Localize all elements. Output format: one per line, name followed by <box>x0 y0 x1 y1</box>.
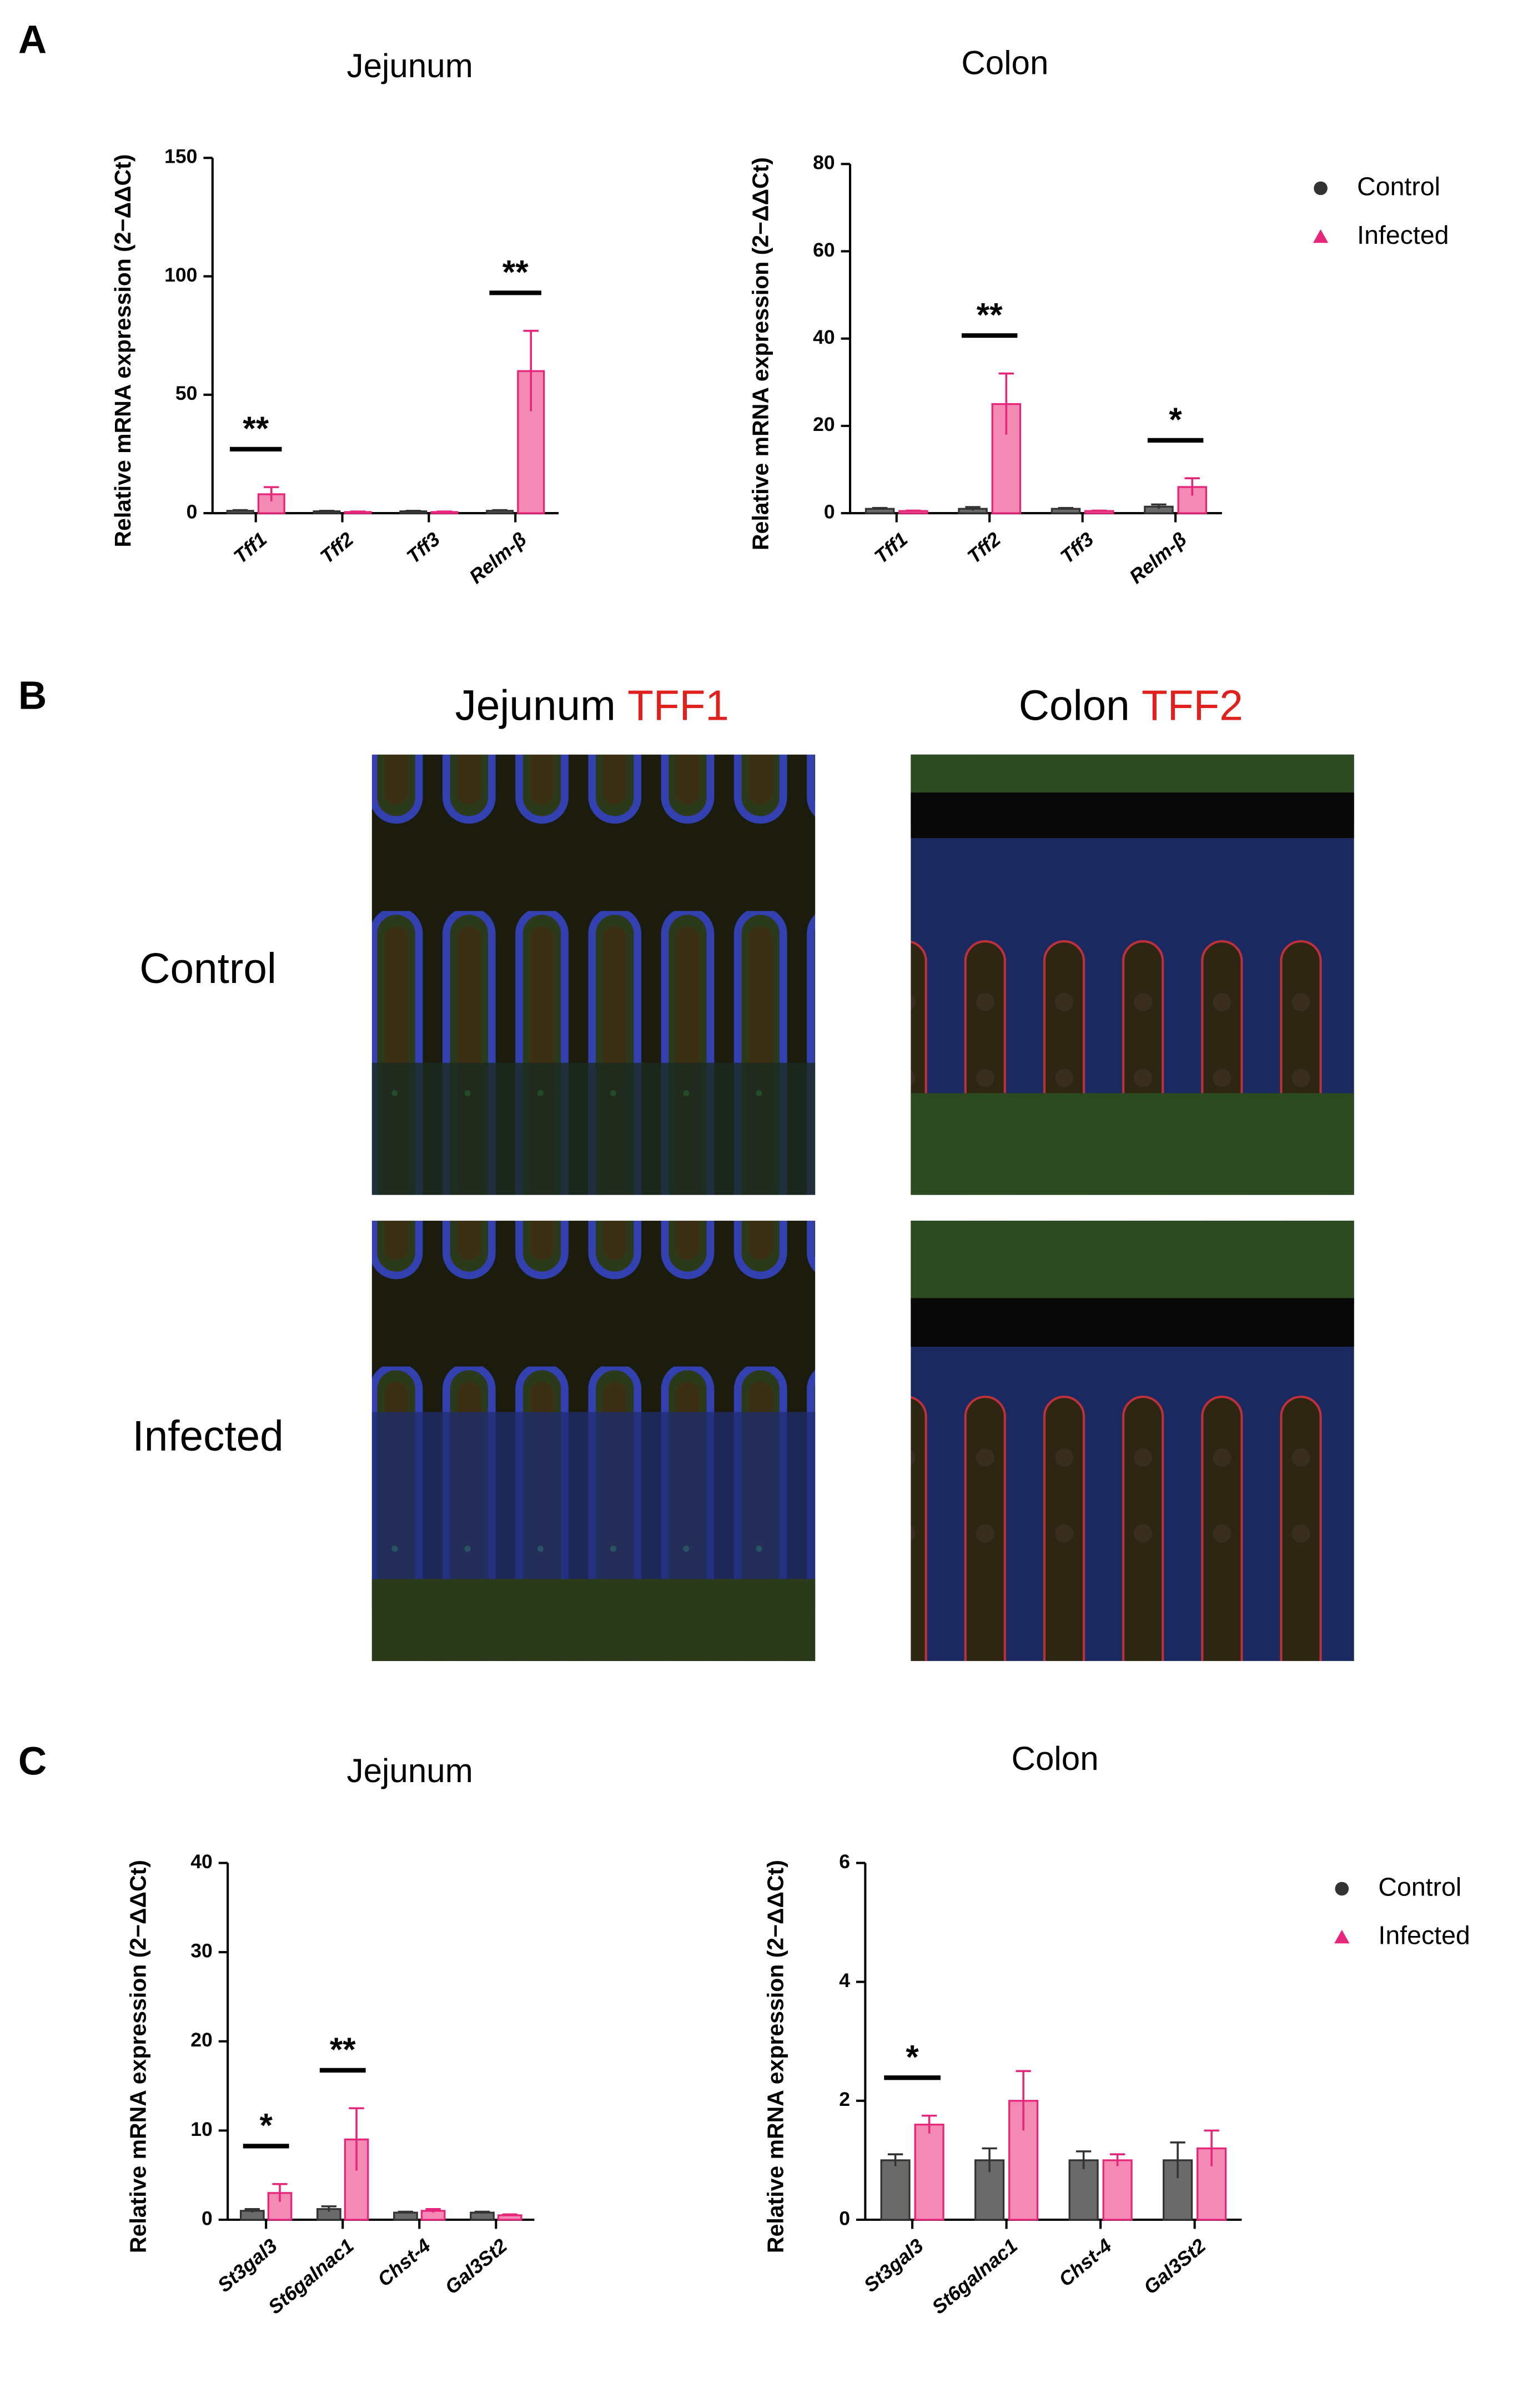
chart-title: Jejunum <box>347 47 473 84</box>
legend-label: Control <box>1378 1872 1461 1901</box>
y-tick-label: 4 <box>839 1969 850 1991</box>
significance-label: * <box>1169 401 1182 438</box>
x-tick-label: St3gal3 <box>859 2234 928 2296</box>
row-label: Control <box>139 945 277 992</box>
bar <box>880 2159 911 2221</box>
bar <box>393 2211 418 2221</box>
y-tick-label: 6 <box>839 1850 850 1873</box>
bar <box>470 2211 495 2221</box>
panel-label: B <box>18 674 47 718</box>
panel-label: C <box>18 1740 47 1784</box>
bar <box>914 2124 944 2221</box>
y-tick-label: 60 <box>813 239 835 261</box>
image-header: Jejunum TFF1 <box>455 683 729 730</box>
chart-title: Colon <box>961 44 1048 81</box>
x-tick-label: Gal3St2 <box>1139 2234 1210 2299</box>
tissue: Jejunum <box>455 683 616 730</box>
y-tick-label: 150 <box>164 146 197 168</box>
x-tick-label: Relm-β <box>1125 528 1190 588</box>
y-axis-label: Relative mRNA expression (2−ΔΔCt) <box>763 1860 788 2253</box>
legend-label: Infected <box>1378 1921 1470 1950</box>
legend-marker <box>1313 229 1329 243</box>
y-tick-label: 80 <box>813 152 835 174</box>
x-tick-label: St6galnac1 <box>928 2234 1022 2318</box>
x-tick-label: Chst-4 <box>373 2234 435 2291</box>
bar <box>344 2138 369 2221</box>
legend-label: Infected <box>1357 220 1449 249</box>
significance-label: ** <box>977 296 1003 333</box>
x-tick-label: Gal3St2 <box>441 2234 511 2299</box>
y-tick-label: 40 <box>813 326 835 348</box>
x-tick-label: Chst-4 <box>1054 2234 1116 2291</box>
x-tick-label: Tff3 <box>403 528 444 568</box>
significance-label: * <box>259 2106 273 2144</box>
significance-label: * <box>906 2038 919 2075</box>
y-axis-label: Relative mRNA expression (2−ΔΔCt) <box>110 154 135 548</box>
legend-marker <box>1314 181 1328 195</box>
y-tick-label: 10 <box>190 2118 213 2140</box>
legend-label: Control <box>1357 172 1440 200</box>
legend-marker <box>1334 1929 1350 1944</box>
y-tick-label: 20 <box>813 413 835 435</box>
y-tick-label: 0 <box>202 2207 213 2229</box>
row-label: Infected <box>132 1413 283 1460</box>
y-tick-label: 40 <box>190 1850 213 1873</box>
bar <box>1102 2159 1133 2221</box>
x-tick-label: Tff2 <box>316 528 358 568</box>
significance-label: ** <box>330 2031 356 2068</box>
stain: TFF1 <box>627 683 729 730</box>
y-tick-label: 0 <box>839 2207 850 2229</box>
y-tick-label: 100 <box>164 264 197 286</box>
x-tick-label: Tff2 <box>963 528 1005 568</box>
tissue: Colon <box>1019 683 1130 730</box>
y-tick-label: 30 <box>190 1940 213 1962</box>
y-axis-label: Relative mRNA expression (2−ΔΔCt) <box>747 157 773 550</box>
x-tick-label: St3gal3 <box>213 2234 282 2296</box>
image-header: Colon TFF2 <box>1019 683 1243 730</box>
y-axis-label: Relative mRNA expression (2−ΔΔCt) <box>125 1860 150 2253</box>
y-tick-label: 0 <box>824 500 835 523</box>
x-tick-label: Tff1 <box>229 528 271 568</box>
micrograph <box>371 754 816 1195</box>
panel-label: A <box>18 18 47 62</box>
bar <box>1068 2159 1099 2221</box>
legend-marker <box>1335 1882 1349 1896</box>
significance-label: ** <box>502 253 529 290</box>
micrograph <box>371 1221 816 1661</box>
y-tick-label: 50 <box>175 382 198 404</box>
y-tick-label: 2 <box>839 2088 850 2110</box>
significance-label: ** <box>243 410 269 447</box>
y-tick-label: 20 <box>190 2029 213 2051</box>
x-tick-label: Tff3 <box>1056 528 1098 568</box>
chart-title: Jejunum <box>347 1752 473 1789</box>
micrograph <box>911 1221 1354 1661</box>
stain: TFF2 <box>1142 683 1243 730</box>
x-tick-label: Relm-β <box>465 528 531 588</box>
chart-title: Colon <box>1012 1740 1099 1777</box>
micrograph <box>911 754 1354 1195</box>
y-tick-label: 0 <box>187 500 198 523</box>
x-tick-label: Tff1 <box>870 528 912 568</box>
